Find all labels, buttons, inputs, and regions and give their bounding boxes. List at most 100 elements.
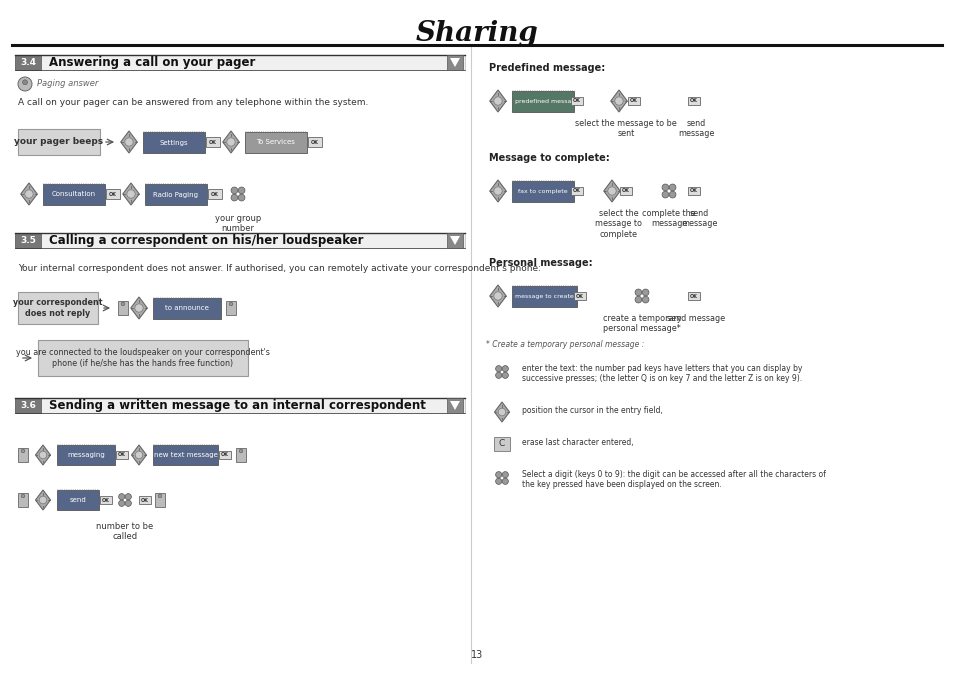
Circle shape [238, 194, 245, 201]
Text: position the cursor in the entry field,: position the cursor in the entry field, [521, 406, 662, 415]
Bar [143, 132, 205, 153]
Bar [100, 496, 112, 504]
Text: send message: send message [666, 314, 724, 323]
Text: predefined messa: predefined messa [515, 99, 571, 104]
Bar [18, 129, 100, 155]
Text: OK: OK [576, 294, 583, 298]
Circle shape [231, 187, 237, 194]
Text: you are connected to the loudspeaker on your correspondent's
phone (if he/she ha: you are connected to the loudspeaker on … [16, 348, 270, 368]
Bar [687, 292, 700, 300]
Circle shape [118, 493, 125, 500]
Circle shape [127, 190, 135, 198]
Circle shape [21, 449, 25, 453]
Circle shape [496, 372, 501, 379]
Bar [15, 233, 41, 248]
Bar [15, 398, 464, 413]
Circle shape [238, 187, 245, 194]
Text: Predefined message:: Predefined message: [489, 63, 604, 73]
Text: new text message: new text message [153, 452, 217, 458]
Circle shape [501, 366, 508, 372]
Circle shape [231, 194, 237, 201]
Polygon shape [450, 401, 459, 410]
Bar [225, 301, 236, 315]
Bar [15, 398, 41, 413]
Bar [219, 451, 231, 459]
Text: select the message to be
sent: select the message to be sent [575, 119, 677, 138]
Text: your correspondent
does not reply: your correspondent does not reply [13, 298, 103, 318]
Bar [18, 292, 98, 324]
Text: 3.4: 3.4 [20, 58, 36, 67]
Polygon shape [489, 285, 506, 307]
Bar [17, 448, 29, 462]
Text: OK: OK [621, 188, 629, 194]
Bar [512, 181, 574, 202]
Circle shape [496, 478, 501, 485]
Bar [38, 340, 248, 376]
Bar [152, 445, 218, 465]
Text: enter the text: the number pad keys have letters that you can display by
success: enter the text: the number pad keys have… [521, 364, 801, 383]
Text: OK: OK [689, 294, 698, 298]
Text: number to be
called: number to be called [96, 522, 153, 541]
Bar [512, 91, 574, 112]
Text: select the
message to
complete: select the message to complete [595, 209, 641, 239]
Circle shape [39, 451, 47, 459]
Bar [619, 187, 631, 195]
Polygon shape [489, 180, 506, 202]
Text: Your internal correspondent does not answer. If authorised, you can remotely act: Your internal correspondent does not ans… [18, 264, 540, 273]
Circle shape [23, 80, 28, 84]
Circle shape [135, 451, 143, 459]
Polygon shape [610, 90, 626, 112]
Bar [206, 137, 220, 147]
Text: A call on your pager can be answered from any telephone within the system.: A call on your pager can be answered fro… [18, 98, 368, 107]
Circle shape [229, 302, 233, 306]
Circle shape [21, 494, 25, 497]
Bar [116, 451, 128, 459]
Bar [139, 496, 151, 504]
Circle shape [18, 77, 32, 91]
Polygon shape [35, 490, 51, 510]
Text: OK: OK [311, 140, 318, 144]
Circle shape [125, 138, 133, 146]
Text: Sending a written message to an internal correspondent: Sending a written message to an internal… [49, 399, 425, 412]
Circle shape [501, 372, 508, 379]
Text: 13: 13 [471, 650, 482, 660]
Bar [43, 184, 105, 205]
Bar [57, 445, 115, 465]
Circle shape [494, 292, 501, 300]
Bar [117, 301, 129, 315]
Bar [447, 398, 462, 413]
Bar [447, 233, 462, 248]
Text: OK: OK [573, 99, 580, 103]
Polygon shape [21, 183, 37, 205]
Circle shape [661, 184, 668, 191]
Polygon shape [450, 58, 459, 67]
Polygon shape [489, 90, 506, 112]
Bar [15, 55, 464, 70]
Circle shape [25, 190, 33, 198]
Text: erase last character entered,: erase last character entered, [521, 438, 633, 447]
Polygon shape [121, 131, 137, 153]
Bar [687, 97, 700, 105]
Text: OK: OK [118, 452, 126, 458]
Circle shape [669, 191, 676, 198]
Circle shape [39, 496, 47, 504]
Circle shape [661, 191, 668, 198]
Polygon shape [123, 183, 139, 205]
Circle shape [497, 408, 505, 416]
Text: send
message: send message [677, 119, 714, 138]
Text: to announce: to announce [165, 306, 209, 311]
Text: Calling a correspondent on his/her loudspeaker: Calling a correspondent on his/her louds… [49, 234, 363, 247]
Text: 3.6: 3.6 [20, 401, 36, 410]
Text: messaging: messaging [67, 452, 105, 458]
Polygon shape [132, 445, 147, 465]
Bar [15, 233, 464, 248]
Circle shape [607, 187, 616, 195]
Text: OK: OK [629, 99, 638, 103]
Circle shape [121, 302, 125, 306]
Text: C: C [498, 439, 504, 448]
Circle shape [496, 366, 501, 372]
Circle shape [501, 478, 508, 485]
Circle shape [494, 187, 501, 195]
Text: Message to complete:: Message to complete: [489, 153, 609, 163]
Circle shape [158, 494, 162, 497]
